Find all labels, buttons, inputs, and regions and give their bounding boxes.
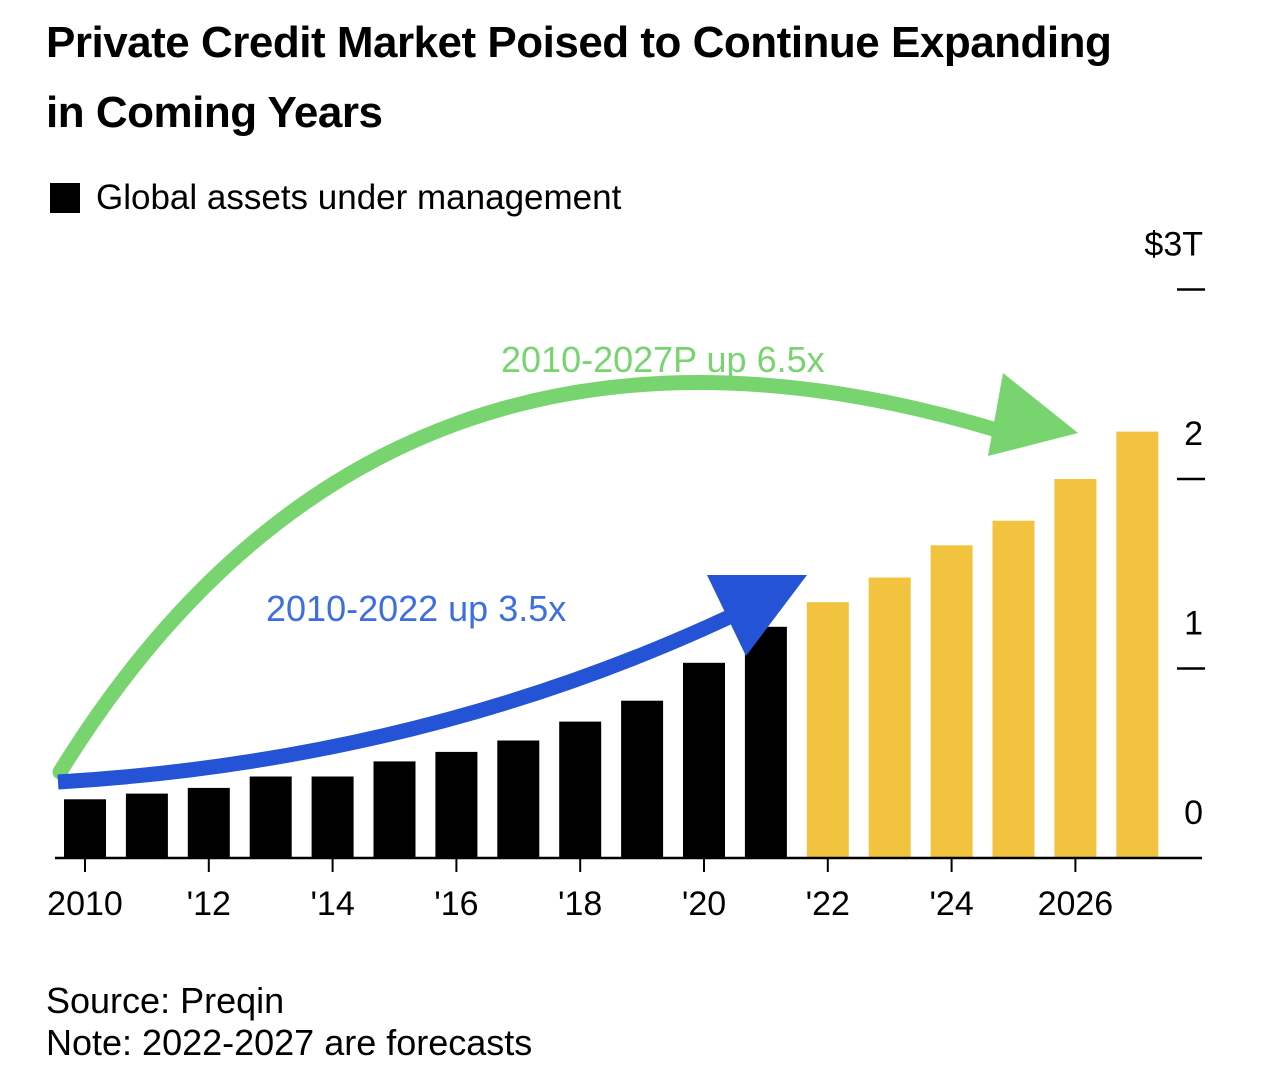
x-tick-label: '18: [558, 885, 602, 923]
annotation-arrows: 2010-2027P up 6.5x 2010-2022 up 3.5x: [52, 339, 1078, 790]
x-tick-label: '16: [434, 885, 478, 923]
source-note: Source: Preqin: [46, 980, 285, 1021]
x-tick-label: '22: [806, 885, 850, 923]
legend: Global assets under management: [50, 178, 621, 218]
y-axis-labels: 0 1 2 $3T: [1144, 226, 1203, 833]
bar-forecast-2023: [868, 577, 911, 858]
bar-2020: [683, 662, 725, 858]
legend-swatch: [50, 183, 80, 213]
bar-2018: [559, 721, 602, 858]
chart-footer: Source: Preqin Note: 2022-2027 are forec…: [46, 980, 532, 1064]
bar-2013: [249, 776, 292, 858]
x-tick-label: '12: [187, 885, 231, 923]
blue-arrow-curve: [57, 603, 748, 790]
forecast-note: Note: 2022-2027 are forecasts: [46, 1022, 533, 1063]
y-tick-label: 0: [1184, 794, 1203, 832]
bar-2010: [64, 799, 106, 858]
y-tick-label: 1: [1184, 605, 1203, 643]
blue-annotation-label: 2010-2022 up 3.5x: [266, 588, 566, 629]
y-tick-label: $3T: [1144, 226, 1203, 264]
bar-2017: [497, 740, 540, 858]
blue-arrow-head: [707, 575, 807, 656]
bar-2011: [125, 793, 168, 858]
x-axis-labels: 2010 '12 '14 '16 '18 '20 '22 '24 2026: [47, 885, 1113, 923]
bar-2016: [435, 751, 478, 858]
bar-forecast-2025: [992, 520, 1035, 858]
bar-2014: [311, 776, 354, 858]
x-tick-label: 2010: [47, 885, 123, 923]
bar-forecast-2026: [1054, 479, 1097, 858]
bar-forecast-2027: [1116, 431, 1159, 858]
green-annotation-label: 2010-2027P up 6.5x: [501, 339, 825, 380]
x-tick-label: '20: [682, 885, 726, 923]
y-tick-label: 2: [1184, 415, 1203, 453]
x-tick-label: '24: [929, 885, 973, 923]
x-tick-label: 2026: [1038, 885, 1114, 923]
bar-2015: [373, 761, 416, 858]
green-arrow-head: [988, 373, 1078, 456]
bar-forecast-2022: [806, 602, 849, 858]
bar-2021: [744, 626, 787, 858]
green-arrow-curve: [52, 374, 1008, 780]
legend-label: Global assets under management: [96, 178, 622, 217]
x-tick-label: '14: [310, 885, 354, 923]
bars-group: [64, 431, 1159, 858]
bar-2019: [621, 700, 664, 858]
bar-2012: [187, 787, 230, 858]
axis-group: [55, 288, 1205, 872]
chart-title: Private Credit Market Poised to Continue…: [46, 18, 1112, 137]
bar-forecast-2024: [930, 545, 973, 858]
